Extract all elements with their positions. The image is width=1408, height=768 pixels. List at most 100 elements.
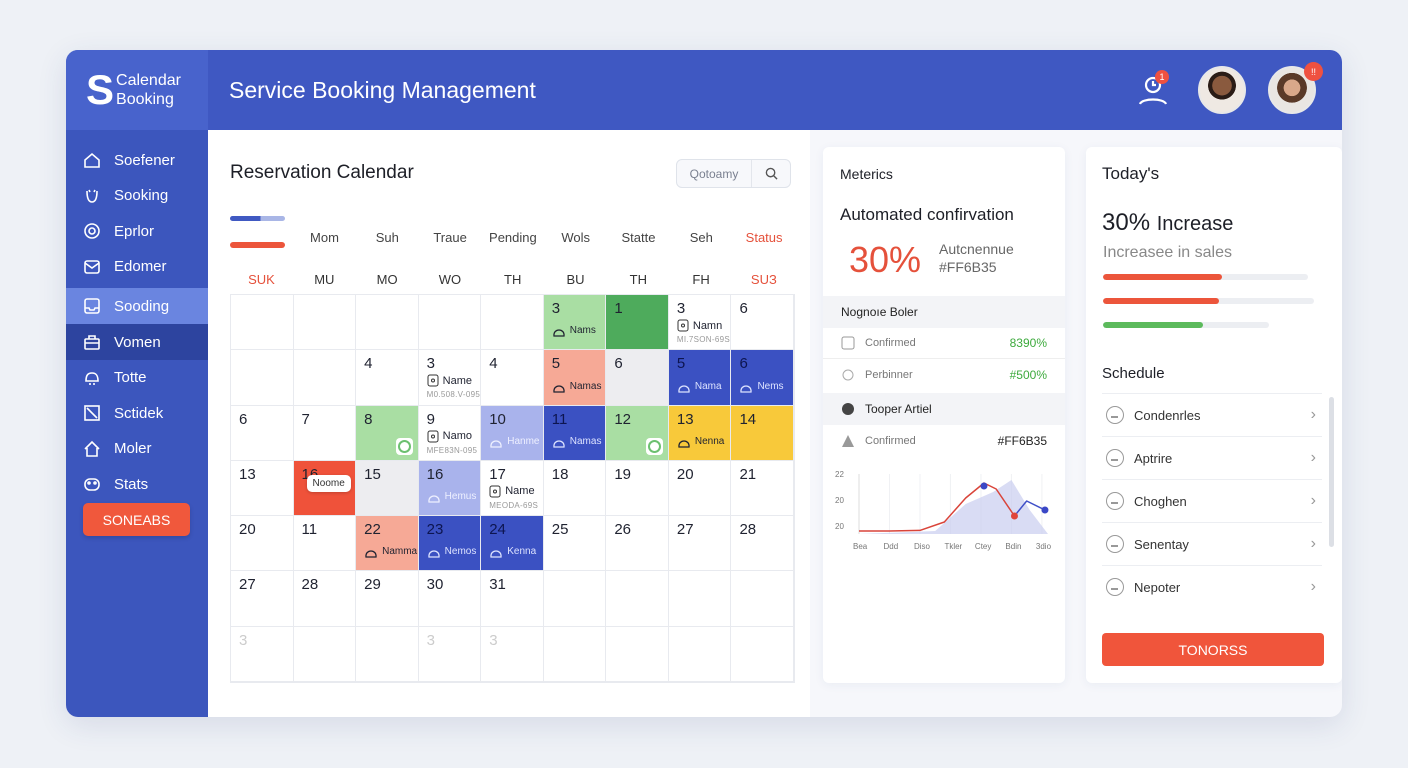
calendar-day-cell[interactable]: 20 [668, 460, 732, 517]
calendar-day-cell[interactable]: 5 Namas [543, 350, 607, 406]
calendar-day-cell[interactable]: 30 [418, 571, 482, 627]
sidebar-item-sctidek[interactable]: Sctidek [66, 395, 208, 431]
calendar-day-cell[interactable] [543, 571, 607, 627]
metrics-row[interactable]: Perbinner #500% [823, 359, 1065, 391]
user-notification-button[interactable]: 1 [1136, 70, 1172, 108]
booking-entry[interactable]: Kenna [489, 545, 536, 559]
calendar-day-cell[interactable]: 13 Nenna [668, 405, 732, 461]
sidebar-item-eprlor[interactable]: Eprlor [66, 213, 208, 249]
filter-tab[interactable]: Seh [689, 230, 713, 245]
calendar-day-cell[interactable]: 28 [731, 516, 794, 572]
calendar-day-cell[interactable]: 7 [293, 405, 357, 461]
filter-tab[interactable]: Status [745, 230, 783, 245]
calendar-day-cell[interactable]: 4 [481, 350, 544, 406]
avatar-user-1[interactable] [1198, 66, 1246, 114]
booking-entry[interactable]: Nenna [677, 435, 724, 448]
sidebar-item-moler[interactable]: Moler [66, 431, 208, 467]
calendar-day-cell[interactable] [418, 295, 482, 351]
calendar-day-cell[interactable]: 5 Nama [668, 350, 732, 406]
calendar-day-cell[interactable]: 3 [231, 626, 294, 682]
sidebar-item-soefener[interactable]: Soefener [66, 142, 208, 178]
calendar-day-cell[interactable]: 15 [356, 460, 419, 517]
calendar-day-cell[interactable]: 1 [606, 295, 669, 351]
calendar-day-cell[interactable]: 16 Hemus [418, 460, 482, 517]
calendar-day-cell[interactable]: 24 Kenna [481, 516, 544, 572]
calendar-day-cell[interactable] [293, 350, 357, 406]
calendar-day-cell[interactable] [293, 295, 357, 351]
booking-entry[interactable]: Namma [364, 545, 417, 559]
calendar-day-cell[interactable]: 21 [731, 460, 794, 517]
booking-entry[interactable]: Nems [739, 380, 784, 393]
calendar-day-cell[interactable]: 27 [668, 516, 732, 572]
calendar-day-cell[interactable]: 14 [731, 405, 794, 461]
calendar-day-cell[interactable]: 6 [731, 295, 794, 351]
calendar-day-cell[interactable] [481, 295, 544, 351]
booking-entry[interactable]: Name [489, 485, 535, 498]
search-icon[interactable] [752, 160, 790, 187]
booking-entry[interactable]: Namo [427, 430, 472, 443]
calendar-day-cell[interactable]: 17 Name MEODA-69S [481, 460, 544, 517]
calendar-day-cell[interactable]: 3 [481, 626, 544, 682]
today-action-button[interactable]: TONORSS [1102, 633, 1324, 666]
booking-entry[interactable]: Name [427, 374, 472, 387]
calendar-day-cell[interactable]: 31 [481, 571, 544, 627]
calendar-day-cell[interactable]: 20 [231, 516, 294, 572]
sidebar-item-totte[interactable]: Totte [66, 360, 208, 396]
calendar-day-cell[interactable] [293, 626, 357, 682]
booking-entry[interactable]: Nams [552, 324, 596, 337]
calendar-day-cell[interactable] [606, 626, 669, 682]
search-box[interactable]: Qotoamy [676, 159, 791, 188]
booking-entry[interactable]: Hemus [427, 490, 476, 503]
sidebar-item-sooking[interactable]: Sooking [66, 178, 208, 214]
calendar-day-cell[interactable]: 3 [418, 626, 482, 682]
sidebar-action-button[interactable]: SONEABS [83, 503, 190, 536]
calendar-day-cell[interactable]: 29 [356, 571, 419, 627]
booking-entry[interactable]: Nama [677, 380, 722, 393]
filter-tab[interactable]: Traue [433, 230, 467, 245]
calendar-day-cell[interactable] [731, 626, 794, 682]
calendar-day-cell[interactable]: 19 [606, 460, 669, 517]
calendar-day-cell[interactable]: 16Noome [293, 460, 357, 517]
booking-entry[interactable]: Namas [552, 435, 601, 448]
calendar-day-cell[interactable] [606, 571, 669, 627]
calendar-day-cell[interactable]: 4 [356, 350, 419, 406]
filter-tab[interactable]: Mom [310, 230, 339, 245]
calendar-day-cell[interactable]: 11 [293, 516, 357, 572]
booking-entry[interactable]: Hanme [489, 435, 539, 448]
calendar-day-cell[interactable] [356, 626, 419, 682]
sidebar-item-vomen[interactable]: Vomen [66, 324, 208, 360]
calendar-day-cell[interactable] [731, 571, 794, 627]
calendar-day-cell[interactable]: 3 Name M0.508.V-095 [418, 350, 482, 406]
calendar-day-cell[interactable]: 18 [543, 460, 607, 517]
schedule-item[interactable]: Nepoter › [1102, 565, 1322, 608]
sidebar-item-sooding[interactable]: Sooding [66, 288, 208, 325]
metrics-row[interactable]: Confirmed #FF6B35 [823, 425, 1065, 457]
calendar-day-cell[interactable]: 6 [231, 405, 294, 461]
filter-tab[interactable]: Wols [561, 230, 591, 245]
calendar-day-cell[interactable] [231, 350, 294, 406]
schedule-item[interactable]: Aptrire › [1102, 436, 1322, 479]
calendar-day-cell[interactable]: 13 [231, 460, 294, 517]
calendar-day-cell[interactable]: 11 Namas [543, 405, 607, 461]
calendar-day-cell[interactable]: 25 [543, 516, 607, 572]
calendar-day-cell[interactable] [356, 295, 419, 351]
schedule-item[interactable]: Senentay › [1102, 522, 1322, 565]
calendar-day-cell[interactable]: 6 [606, 350, 669, 406]
filter-tab[interactable]: Statte [621, 230, 656, 245]
calendar-day-cell[interactable]: 10 Hanme [481, 405, 544, 461]
booking-entry[interactable]: Namn [677, 319, 722, 332]
calendar-day-cell[interactable]: 26 [606, 516, 669, 572]
calendar-day-cell[interactable]: 27 [231, 571, 294, 627]
filter-tab[interactable]: Pending [489, 230, 537, 245]
booking-entry[interactable]: Nemos [427, 545, 476, 559]
sidebar-item-edomer[interactable]: Edomer [66, 249, 208, 285]
calendar-day-cell[interactable]: 3 Nams [543, 295, 607, 351]
logo[interactable]: S Calendar Booking [66, 50, 208, 130]
filter-tab[interactable]: Suh [375, 230, 399, 245]
calendar-day-cell[interactable]: 8 [356, 405, 419, 461]
schedule-item[interactable]: Choghen › [1102, 479, 1322, 522]
sidebar-item-stats[interactable]: Stats [66, 466, 208, 502]
calendar-day-cell[interactable]: 23 Nemos [418, 516, 482, 572]
calendar-day-cell[interactable]: 12 [606, 405, 669, 461]
calendar-day-cell[interactable]: 22 Namma [356, 516, 419, 572]
